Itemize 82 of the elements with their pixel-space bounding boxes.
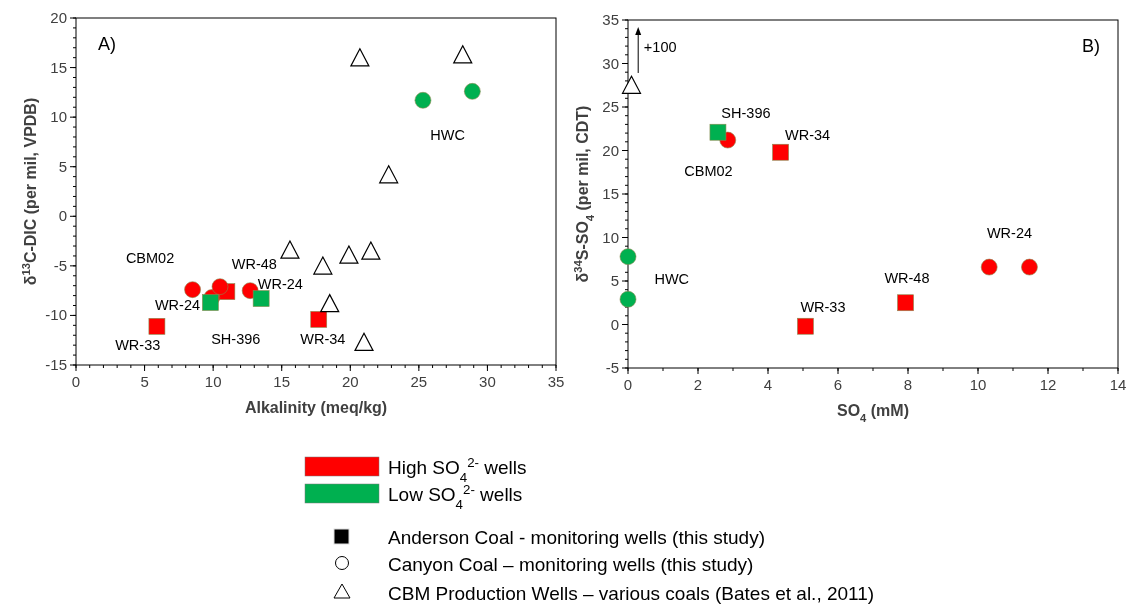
annotation: SH-396 — [721, 105, 771, 122]
point — [772, 143, 789, 161]
y-tick-label: 30 — [602, 54, 619, 72]
annotation: +100 — [643, 38, 677, 55]
x-tick-label: 2 — [693, 376, 703, 393]
point — [211, 278, 229, 295]
x-tick-label: 30 — [479, 373, 496, 390]
x-tick-label: 0 — [623, 376, 633, 393]
annotation: WR-24 — [154, 297, 201, 314]
point — [379, 165, 399, 184]
x-tick-label: 8 — [903, 376, 913, 393]
y-tick-label: 15 — [50, 58, 67, 76]
annotation: WR-24 — [257, 275, 303, 292]
text: Anderson Coal - monitoring wells (this study) — [388, 527, 765, 548]
point — [897, 294, 914, 312]
annotation: WR-34 — [784, 126, 831, 143]
y-tick-label: 0 — [58, 207, 67, 225]
y-tick-label: 0 — [610, 315, 619, 333]
annotation: WR-33 — [800, 298, 846, 315]
point — [313, 256, 333, 275]
point — [1021, 258, 1038, 276]
annotation: CBM02 — [684, 163, 733, 180]
y-tick-label: 20 — [50, 9, 67, 26]
text: CBM Production Wells – various coals (Bates et al., 2011) — [388, 583, 875, 604]
x-tick-label: 0 — [71, 373, 81, 390]
point — [310, 311, 328, 328]
y-tick-label: 10 — [50, 108, 67, 126]
annotation: HWC — [654, 271, 690, 288]
annotation: WR-48 — [884, 270, 930, 287]
y-tick-label: -5 — [53, 256, 67, 274]
text: Canyon Coal – monitoring wells (this study) — [388, 554, 754, 575]
x-axis-title: Alkalinity (meq/kg) — [244, 399, 388, 416]
point — [453, 45, 473, 64]
y-tick-label: 15 — [602, 185, 619, 202]
annotation: SH-396 — [211, 331, 261, 348]
x-tick-label: 5 — [140, 373, 149, 390]
annotation: B) — [1082, 36, 1100, 56]
x-tick-label: 10 — [969, 376, 987, 393]
annotation: WR-33 — [115, 337, 161, 354]
point — [619, 290, 637, 308]
point — [709, 123, 727, 141]
x-tick-label: 6 — [833, 376, 843, 393]
y-tick-label: 35 — [602, 11, 619, 28]
point — [252, 290, 270, 307]
point — [621, 75, 642, 94]
y-tick-label: -15 — [45, 356, 67, 373]
y-tick-label: 10 — [602, 228, 619, 246]
annotation: HWC — [430, 126, 465, 143]
annotation: A) — [98, 34, 116, 54]
x-tick-label: 15 — [273, 373, 291, 390]
x-tick-label: 4 — [763, 376, 773, 393]
point — [320, 294, 340, 313]
point — [361, 241, 381, 260]
y-tick-label: -5 — [605, 359, 619, 376]
annotation: WR-48 — [231, 255, 277, 272]
annotation: WR-34 — [300, 331, 346, 348]
y-tick-label: 5 — [58, 157, 67, 175]
point — [354, 332, 374, 351]
point — [184, 281, 201, 298]
point — [280, 240, 300, 259]
y-tick-label: -10 — [45, 306, 67, 324]
point — [202, 294, 219, 311]
x-tick-label: 25 — [410, 373, 428, 390]
point — [619, 248, 637, 265]
x-tick-label: 10 — [204, 373, 222, 390]
y-tick-label: 25 — [602, 98, 619, 115]
x-tick-label: 20 — [341, 373, 359, 390]
point — [350, 48, 370, 67]
point — [339, 245, 359, 264]
point — [148, 318, 166, 335]
annotation: WR-24 — [986, 225, 1033, 242]
annotation: CBM02 — [125, 250, 175, 267]
x-tick-label: 35 — [547, 373, 565, 390]
point — [797, 317, 814, 335]
point — [980, 258, 998, 276]
point — [414, 91, 432, 109]
x-tick-label: 14 — [1109, 376, 1127, 393]
x-axis-title: SO$_{4}$ (mM) — [836, 402, 910, 424]
x-tick-label: 12 — [1039, 376, 1057, 393]
y-tick-label: 20 — [602, 141, 619, 159]
point — [464, 83, 481, 100]
y-tick-label: 5 — [610, 272, 619, 289]
